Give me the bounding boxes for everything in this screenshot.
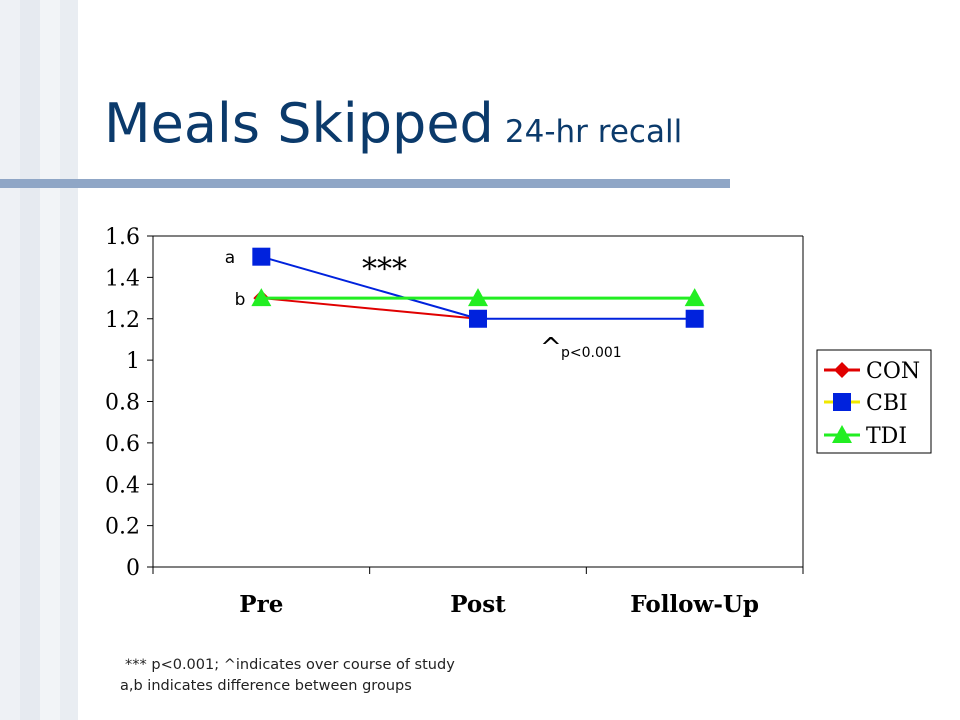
y-tick-label: 0.8: [105, 391, 140, 416]
legend-marker-tdi: [832, 425, 852, 443]
y-tick-label: 1.4: [105, 266, 140, 291]
title-main: Meals Skipped: [104, 92, 494, 155]
x-tick-label: Follow-Up: [630, 591, 759, 618]
footnote-groups: a,b indicates difference between groups: [120, 678, 412, 694]
y-tick-label: 0.2: [105, 515, 140, 540]
annotation-a: a: [225, 248, 235, 268]
data-point-cbi: [252, 247, 271, 266]
series-line-con: [261, 297, 479, 320]
data-point-tdi: [468, 288, 488, 307]
data-point-tdi: [684, 288, 705, 307]
data-point-cbi: [469, 309, 487, 328]
footnote-significance: *** p<0.001; ^indicates over course of s…: [125, 657, 455, 673]
title-rule: [0, 179, 730, 188]
annotation-pvalue: p<0.001: [561, 345, 622, 361]
series-line-cbi: [261, 255, 695, 320]
annotation-b: b: [235, 290, 246, 310]
data-point-cbi: [685, 309, 704, 328]
slide-title: Meals Skipped 24-hr recall: [104, 92, 682, 155]
annotation-caret: ^: [540, 333, 562, 363]
legend-marker-con: [834, 362, 850, 378]
x-tick-label: Post: [450, 591, 506, 618]
data-point-tdi: [251, 288, 272, 307]
legend-label-con: CON: [866, 359, 920, 384]
y-tick-label: 0: [126, 556, 140, 581]
y-tick-label: 1: [126, 349, 140, 374]
y-tick-label: 1.2: [105, 308, 140, 333]
y-tick-label: 1.6: [105, 225, 140, 250]
x-tick-label: Pre: [239, 591, 283, 618]
title-subtitle: 24-hr recall: [504, 114, 683, 150]
y-tick-label: 0.4: [105, 473, 140, 498]
y-tick-label: 0.6: [105, 432, 140, 457]
legend-label-tdi: TDI: [866, 424, 907, 449]
annotation-significance: ***: [362, 252, 407, 287]
legend-label-cbi: CBI: [866, 391, 908, 416]
legend-marker-cbi: [833, 393, 851, 411]
